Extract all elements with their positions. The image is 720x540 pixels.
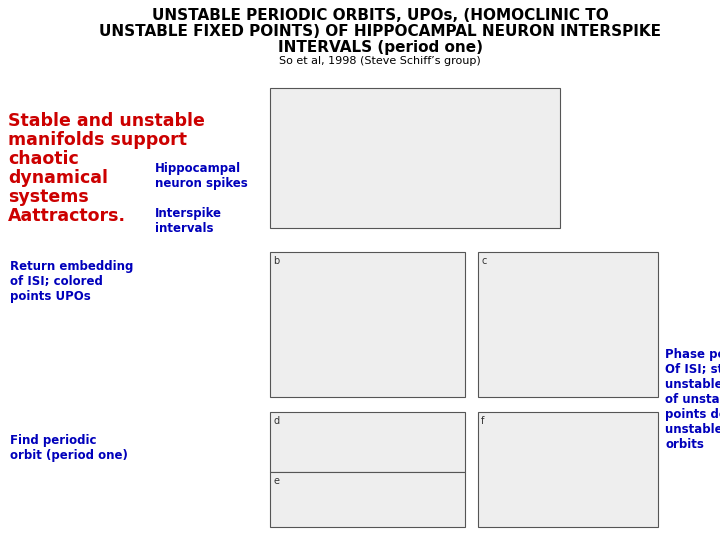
Text: Hippocampal
neuron spikes: Hippocampal neuron spikes <box>155 162 248 190</box>
Text: INTERVALS (period one): INTERVALS (period one) <box>277 40 482 55</box>
Text: f: f <box>481 416 485 426</box>
Text: b: b <box>273 256 279 266</box>
Text: Aattractors.: Aattractors. <box>8 207 126 225</box>
Text: dynamical: dynamical <box>8 169 108 187</box>
Text: So et al, 1998 (Steve Schiff’s group): So et al, 1998 (Steve Schiff’s group) <box>279 56 481 66</box>
Bar <box>478 412 658 527</box>
Bar <box>478 252 658 397</box>
Bar <box>270 472 465 527</box>
Text: systems: systems <box>8 188 89 206</box>
Text: Find periodic
orbit (period one): Find periodic orbit (period one) <box>10 434 128 462</box>
Bar <box>270 252 465 397</box>
Text: UNSTABLE FIXED POINTS) OF HIPPOCAMPAL NEURON INTERSPIKE: UNSTABLE FIXED POINTS) OF HIPPOCAMPAL NE… <box>99 24 661 39</box>
Text: Interspike
intervals: Interspike intervals <box>155 207 222 235</box>
Text: Stable and unstable: Stable and unstable <box>8 112 205 130</box>
Text: e: e <box>273 476 279 486</box>
Text: chaotic: chaotic <box>8 150 78 168</box>
Bar <box>270 88 560 228</box>
Text: Return embedding
of ISI; colored
points UPOs: Return embedding of ISI; colored points … <box>10 260 133 303</box>
Text: UNSTABLE PERIODIC ORBITS, UPOs, (HOMOCLINIC TO: UNSTABLE PERIODIC ORBITS, UPOs, (HOMOCLI… <box>152 8 608 23</box>
Bar <box>270 412 465 472</box>
Text: d: d <box>273 416 279 426</box>
Text: manifolds support: manifolds support <box>8 131 187 149</box>
Text: Phase portraits
Of ISI; stable and
unstable manifolds
of unstable fixed
points d: Phase portraits Of ISI; stable and unsta… <box>665 348 720 451</box>
Text: c: c <box>481 256 487 266</box>
